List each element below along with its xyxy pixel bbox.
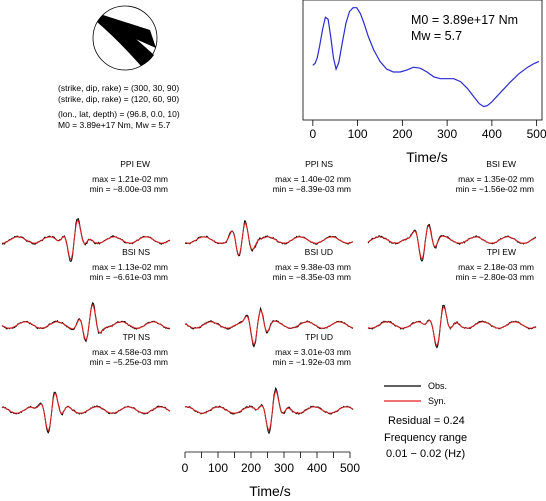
stf-line xyxy=(312,7,540,108)
legend: Obs. Syn. xyxy=(384,381,447,406)
station-label: TPI NS xyxy=(123,332,151,342)
stf-m0-label: M0 = 3.89e+17 Nm xyxy=(411,13,518,27)
observed-trace xyxy=(1,391,171,434)
synthetic-trace xyxy=(185,390,354,432)
fit-info: Residual = 0.24 Frequency range 0.01 − 0… xyxy=(384,415,467,460)
stf-x-axis-title: Time/s xyxy=(406,149,447,165)
nodal-plane-2: (strike, dip, rake) = (120, 60, 90) xyxy=(58,94,179,104)
synthetic-trace xyxy=(184,222,354,256)
synthetic-trace xyxy=(184,309,354,346)
moment-magnitude: M0 = 3.89e+17 Nm, Mw = 5.7 xyxy=(58,120,170,130)
residual-value: Residual = 0.24 xyxy=(388,415,465,427)
station-label: BSI UD xyxy=(305,247,333,257)
stf-x-tick-label: 400 xyxy=(482,127,502,141)
station-max: max = 1.40e-02 mm xyxy=(275,174,351,184)
source-location: (lon., lat, depth) = (96.8, 0.0, 10) xyxy=(58,109,180,119)
station-max: max = 1.13e-02 mm xyxy=(92,262,168,272)
station-label: BSI EW xyxy=(486,159,516,169)
station-min: min = −6.61e-03 mm xyxy=(90,272,168,282)
frequency-range-label: Frequency range xyxy=(384,432,467,444)
nodal-plane-1: (strike, dip, rake) = (300, 30, 90) xyxy=(58,83,179,93)
stf-plot-frame xyxy=(302,0,543,121)
legend-syn-label: Syn. xyxy=(428,396,446,406)
waveform-x-axis-title: Time/s xyxy=(249,483,290,499)
station-min: min = −2.80e-03 mm xyxy=(456,272,534,282)
station-label: PPI EW xyxy=(120,159,150,169)
stf-mw-label: Mw = 5.7 xyxy=(411,29,462,43)
waveform-x-tick-label: 100 xyxy=(208,461,228,475)
synthetic-trace xyxy=(367,225,537,260)
station-label: PPI NS xyxy=(305,159,333,169)
waveform-x-tick-label: 400 xyxy=(307,461,327,475)
station-label: TPI EW xyxy=(487,247,516,257)
synthetic-trace xyxy=(1,393,171,432)
beachball xyxy=(92,5,158,71)
station-min: min = −1.92e-03 mm xyxy=(273,357,351,367)
beachball-compression-quadrant xyxy=(97,15,156,66)
waveform-x-tick-label: 500 xyxy=(340,461,360,475)
synthetic-trace xyxy=(1,304,170,341)
station-max: max = 4.58e-03 mm xyxy=(92,347,168,357)
source-info: (strike, dip, rake) = (300, 30, 90) (str… xyxy=(58,83,180,130)
station-max: max = 9.38e-03 mm xyxy=(275,262,351,272)
waveform-x-tick-label: 0 xyxy=(182,461,189,475)
station-min: min = −5.25e-03 mm xyxy=(90,357,168,367)
synthetic-trace xyxy=(367,305,537,347)
waveform-x-tick-label: 200 xyxy=(241,461,261,475)
station-label: BSI NS xyxy=(122,247,150,257)
station-max: max = 1.35e-02 mm xyxy=(458,174,534,184)
station-min: min = −8.35e-03 mm xyxy=(273,272,351,282)
station-min: min = −8.39e-03 mm xyxy=(273,184,351,194)
frequency-range-value: 0.01 − 0.02 (Hz) xyxy=(386,448,465,460)
waveform-time-axis: Time/s 0 100 200 300 400 500 xyxy=(182,451,360,499)
stf-x-tick-label: 300 xyxy=(437,127,457,141)
stf-chart: M0 = 3.89e+17 Nm Mw = 5.7 0 100 200 300 400 5… xyxy=(302,0,546,165)
station-min: min = −8.00e-03 mm xyxy=(90,184,168,194)
synthetic-trace xyxy=(2,219,171,261)
waveform-x-tick-label: 300 xyxy=(274,461,294,475)
stf-x-tick-label: 0 xyxy=(310,127,317,141)
stf-x-axis: 0 100 200 300 400 500 xyxy=(310,120,546,141)
station-max: max = 3.01e-03 mm xyxy=(275,347,351,357)
stf-x-tick-label: 200 xyxy=(392,127,412,141)
station-max: max = 1.21e-02 mm xyxy=(92,174,168,184)
station-label: TPI UD xyxy=(305,332,333,342)
station-min: min = −1.56e-02 mm xyxy=(456,184,534,194)
stf-x-tick-label: 100 xyxy=(348,127,368,141)
stf-x-tick-label: 500 xyxy=(527,127,546,141)
station-max: max = 2.18e-03 mm xyxy=(458,262,534,272)
legend-obs-label: Obs. xyxy=(428,381,447,391)
